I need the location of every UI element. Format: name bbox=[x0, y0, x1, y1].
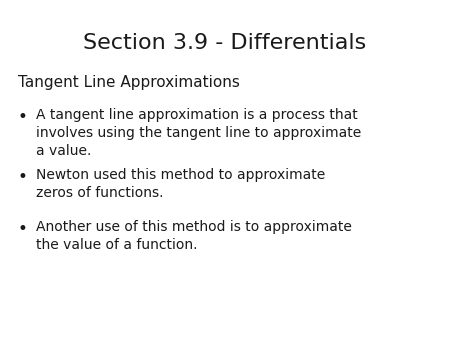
Text: •: • bbox=[17, 168, 27, 186]
Text: Another use of this method is to approximate
the value of a function.: Another use of this method is to approxi… bbox=[36, 220, 352, 252]
Text: A tangent line approximation is a process that
involves using the tangent line t: A tangent line approximation is a proces… bbox=[36, 108, 361, 158]
Text: Section 3.9 - Differentials: Section 3.9 - Differentials bbox=[83, 33, 367, 53]
Text: •: • bbox=[17, 108, 27, 126]
Text: •: • bbox=[17, 220, 27, 238]
Text: Newton used this method to approximate
zeros of functions.: Newton used this method to approximate z… bbox=[36, 168, 325, 200]
Text: Tangent Line Approximations: Tangent Line Approximations bbox=[18, 75, 240, 90]
